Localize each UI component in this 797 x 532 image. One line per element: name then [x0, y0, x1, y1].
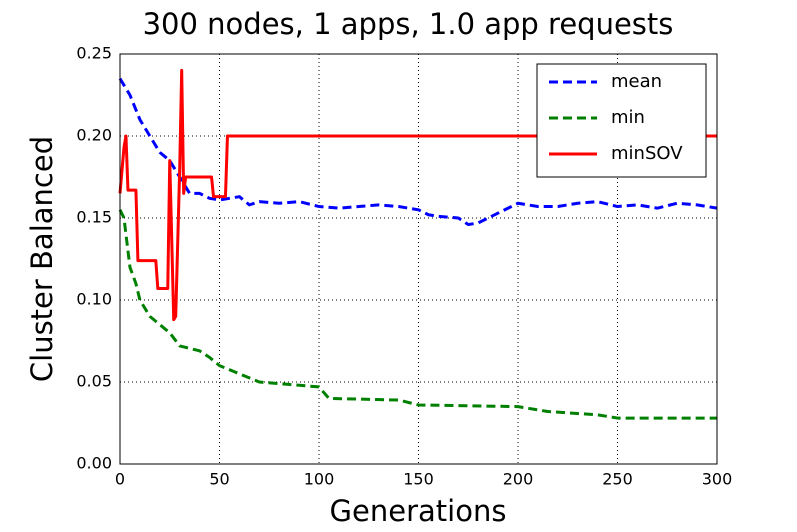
legend-label: mean: [611, 71, 662, 92]
plot-frame: [119, 53, 718, 465]
x-axis-label: Generations: [330, 494, 507, 528]
y-tick-label: 0.20: [76, 126, 112, 145]
x-tick-label: 0: [115, 470, 125, 489]
y-tick-label: 0.15: [76, 208, 112, 227]
line: [118, 77, 718, 227]
x-tick-label: 50: [209, 470, 229, 489]
line: [118, 68, 717, 322]
x-tick-label: 100: [304, 470, 335, 489]
chart-title: 300 nodes, 1 apps, 1.0 app requests: [143, 7, 674, 41]
y-tick-label: 0.05: [76, 372, 112, 391]
y-axis-label: Cluster Balanced: [25, 136, 59, 382]
legend-box: [536, 63, 707, 178]
x-tick-label: 150: [403, 470, 434, 489]
x-tick-label: 300: [702, 470, 733, 489]
x-tick-label: 200: [503, 470, 534, 489]
legend-label: minSOV: [611, 143, 683, 164]
legend-label: min: [611, 107, 645, 128]
y-tick-label: 0.00: [76, 454, 112, 473]
x-tick-label: 250: [602, 470, 633, 489]
y-tick-label: 0.10: [76, 290, 112, 309]
y-tick-label: 0.25: [76, 44, 112, 63]
line: [118, 209, 717, 420]
